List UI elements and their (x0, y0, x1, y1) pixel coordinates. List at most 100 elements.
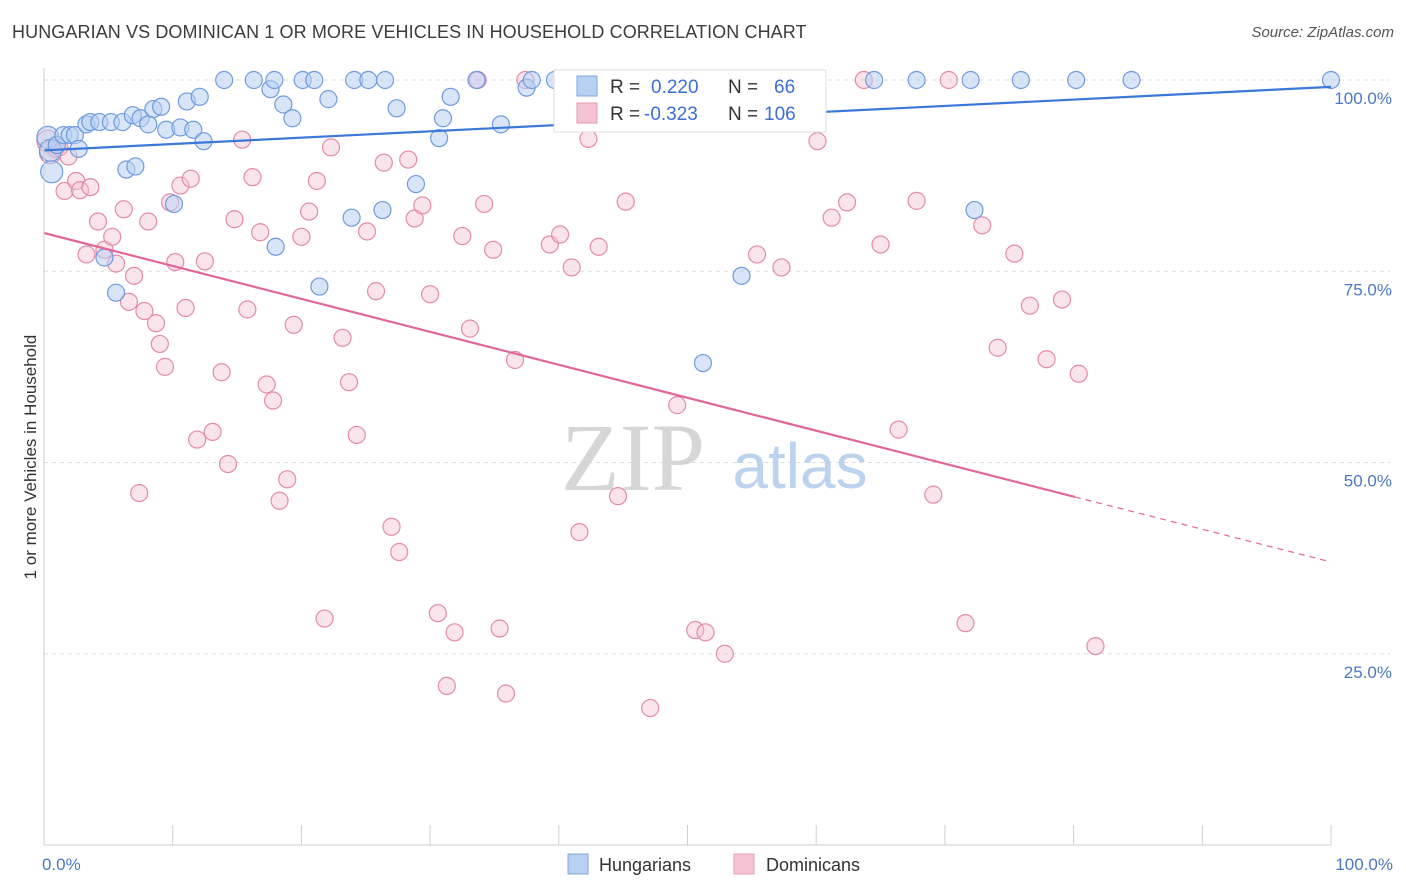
stats-swatch-dominicans (576, 102, 598, 124)
dominican-point (641, 698, 660, 718)
dominican-point (1005, 244, 1024, 263)
dominican-point (696, 623, 715, 642)
stats-r-label-dominicans: R = (610, 104, 640, 125)
hungarian-point (693, 353, 713, 373)
dominican-point (243, 168, 262, 187)
hungarian-point (310, 277, 329, 296)
hungarian-point (865, 70, 884, 90)
hungarian-point (152, 97, 171, 116)
dominican-point (270, 491, 289, 510)
dominican-point (428, 604, 447, 623)
stats-n-label-hungarians: N = (728, 77, 758, 98)
hungarian-point (441, 87, 460, 106)
hungarian-point (283, 109, 302, 128)
hungarian-point (342, 208, 361, 227)
hungarian-point (184, 120, 203, 139)
dominican-point (924, 485, 943, 504)
hungarian-point (406, 174, 426, 194)
hungarian-point (244, 70, 263, 90)
hungarian-point (95, 248, 114, 267)
stats-r-value-hungarians: 0.220 (651, 77, 699, 98)
dominican-point (715, 644, 734, 663)
x-tick-label: 0.0% (42, 855, 81, 874)
hungarian-point (1067, 70, 1086, 90)
legend-label-dominicans: Dominicans (766, 855, 860, 875)
dominican-point (176, 298, 195, 318)
dominican-point (257, 375, 276, 394)
watermark-atlas: atlas (732, 430, 867, 502)
hungarian-point (265, 70, 284, 90)
dominican-point (889, 420, 908, 439)
hungarian-point (433, 109, 453, 128)
dominican-point (808, 132, 827, 151)
hungarian-point (1122, 70, 1141, 90)
hungarian-point (375, 70, 395, 90)
dominican-point (550, 225, 570, 244)
dominican-point (300, 202, 319, 221)
stats-r-label-hungarians: R = (610, 77, 640, 98)
dominican-point (225, 210, 244, 229)
dominican-point (292, 227, 311, 246)
hungarian-point (467, 70, 486, 90)
dominican-point (496, 684, 516, 703)
dominican-point (357, 222, 377, 241)
dominican-point (81, 178, 100, 197)
dominican-point (589, 237, 608, 256)
dominican-point (421, 285, 440, 304)
dominican-point (822, 208, 841, 227)
chart-title: HUNGARIAN VS DOMINICAN 1 OR MORE VEHICLE… (12, 22, 807, 42)
y-tick-label: 25.0% (1344, 663, 1392, 682)
dominican-point (203, 422, 222, 441)
dominican-point (251, 223, 270, 242)
hungarian-point (1011, 70, 1030, 90)
x-tick-label: 100.0% (1335, 855, 1393, 874)
scatter-points (36, 70, 1341, 718)
dominican-point (907, 191, 926, 210)
stats-n-label-dominicans: N = (728, 104, 758, 125)
dominican-point (973, 216, 992, 235)
legend-swatch-dominicans (733, 853, 755, 875)
hungarian-point (40, 160, 64, 184)
dominican-point (1069, 364, 1088, 383)
hungarian-point (373, 200, 392, 220)
dominican-point (437, 676, 456, 695)
dominican-point (1020, 296, 1039, 315)
hungarian-point (190, 87, 209, 106)
hungarian-point (359, 70, 378, 90)
hungarian-point (965, 200, 984, 220)
dominican-point (413, 196, 432, 215)
stats-legend: R = 0.220 N = 66 R = -0.323 N = 106 (553, 69, 827, 133)
legend-label-hungarians: Hungarians (599, 855, 691, 875)
dominican-trend-line (43, 231, 1076, 498)
dominican-point (747, 245, 767, 264)
hungarian-point (266, 237, 285, 256)
dominican-point (307, 171, 326, 191)
dominican-point (70, 181, 90, 200)
dominican-point (1052, 290, 1072, 309)
hungarian-point (430, 129, 449, 148)
dominican-point (608, 487, 628, 506)
dominican-point (490, 619, 509, 638)
dominican-point (390, 542, 409, 562)
dominican-point (1037, 350, 1056, 369)
dominican-point (218, 454, 238, 474)
dominican-point (475, 194, 494, 214)
dominican-point (579, 129, 598, 149)
watermark: ZIP atlas (561, 404, 868, 511)
stats-swatch-hungarians (576, 75, 598, 97)
dominican-point (988, 338, 1007, 357)
dominican-point (284, 315, 303, 334)
dominican-point (238, 300, 257, 319)
dominican-point (124, 266, 144, 285)
stats-r-value-dominicans: -0.323 (644, 104, 698, 125)
hungarian-point (106, 283, 126, 302)
dominican-point (135, 301, 154, 321)
hungarian-point (491, 115, 510, 134)
dominican-point (668, 396, 687, 415)
dominican-point (155, 357, 175, 376)
dominican-point (347, 425, 366, 445)
dominican-point (188, 430, 207, 449)
dominican-point (181, 169, 200, 188)
hungarian-point (961, 70, 980, 90)
